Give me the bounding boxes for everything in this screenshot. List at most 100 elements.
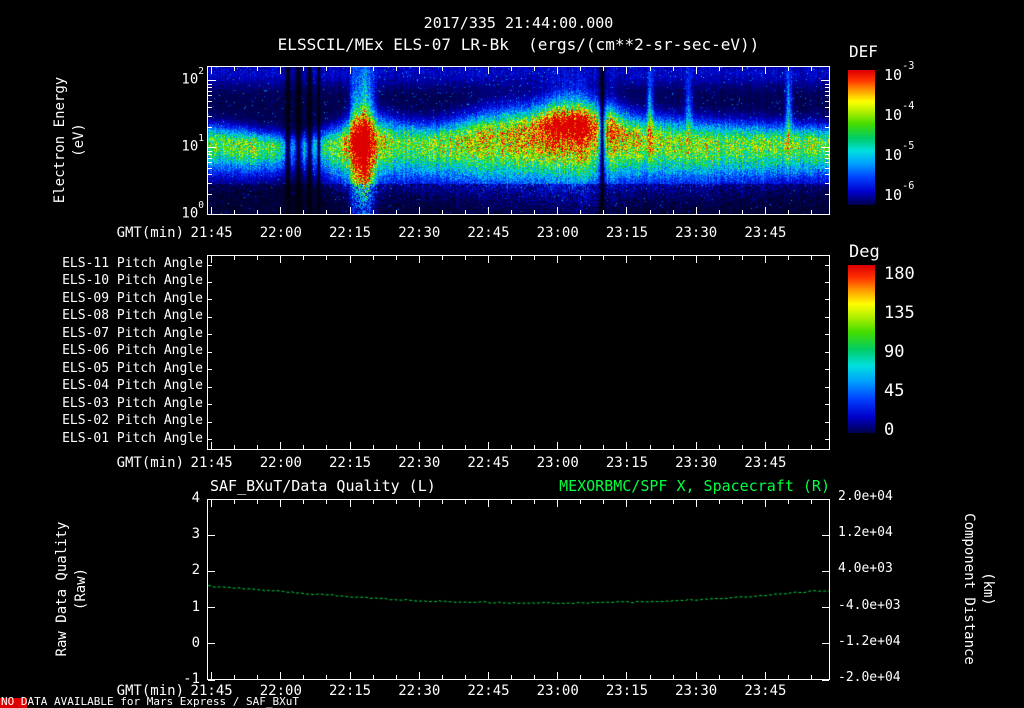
x-major-tick [626,207,628,214]
x-minor-tick [257,210,259,214]
x-major-tick [764,672,766,679]
pitch-row-tick [208,316,212,318]
x-major-tick [764,207,766,214]
def-colorbar-title: DEF [849,42,878,61]
x-major-tick [764,67,766,74]
x-minor-tick [511,500,513,504]
time-tick-label: 22:15 [328,225,372,241]
distance-tick-label: 2.0e+04 [838,489,893,504]
time-tick-label: 22:30 [398,683,441,699]
x-major-tick [211,256,213,263]
x-major-tick [349,442,351,449]
x-major-tick [695,500,697,507]
time-tick-label: 22:00 [259,455,302,471]
x-major-tick [764,442,766,449]
x-minor-tick [234,500,236,504]
x-major-tick [418,442,420,449]
pitch-row-tick [208,281,212,283]
y-axis-title-line1: Electron Energy [52,76,68,204]
x-minor-tick [511,675,513,679]
x-minor-tick [441,500,443,504]
x-major-tick [557,500,559,507]
time-tick-label: 23:15 [605,683,649,699]
x-minor-tick [326,67,328,71]
distance-line-chart [208,500,829,679]
y-axis-title-line2: (km) [980,572,996,606]
y-major-tick [208,679,215,681]
y-minor-tick [208,83,212,85]
quality-tick-label: 2 [191,562,200,579]
deg-colorbar-title: Deg [849,242,880,262]
x-minor-tick [395,67,397,71]
x-major-tick [488,256,489,263]
x-minor-tick [326,256,328,260]
x-minor-tick [395,675,397,679]
x-major-tick [557,256,559,263]
pitch-row-tick [208,421,212,423]
x-minor-tick [787,675,789,679]
x-minor-tick [811,210,813,214]
y-minor-tick [825,107,829,109]
y-minor-tick [208,95,212,97]
y-minor-tick [825,157,829,159]
x-major-tick [418,67,420,74]
x-minor-tick [441,256,443,260]
x-minor-tick [464,210,466,214]
pitch-row-tick [825,264,829,266]
x-minor-tick [395,445,397,449]
def-colorbar [848,70,875,205]
time-tick-label: 21:45 [190,225,233,241]
x-major-tick [626,256,628,263]
x-major-tick [488,442,489,449]
x-minor-tick [580,675,582,679]
y-minor-tick [208,150,212,152]
y-major-tick [208,147,216,148]
x-minor-tick [257,500,259,504]
x-minor-tick [811,256,813,260]
spectrogram-y-axis-title: Electron Energy (eV) [50,40,90,240]
y-minor-tick [825,83,829,85]
quality-y-axis-title: Raw Data Quality (Raw) [52,489,92,689]
y-minor-tick [825,90,829,92]
x-minor-tick [441,210,443,214]
main-title: ELSSCIL/MEx ELS-07 LR-Bk (ergs/(cm**2-sr… [277,35,760,54]
x-minor-tick [372,67,374,71]
x-major-tick [211,500,213,507]
x-minor-tick [603,210,605,214]
x-major-tick [764,256,766,263]
pitch-row-tick [825,299,829,301]
x-minor-tick [649,675,651,679]
time-tick-label: 22:15 [328,683,372,699]
x-minor-tick [234,675,236,679]
quality-tick-label: -1 [183,671,200,687]
x-minor-tick [580,256,582,260]
y-major-tick [208,607,215,609]
x-minor-tick [718,210,720,214]
x-minor-tick [787,256,789,260]
x-major-tick [626,67,628,74]
x-minor-tick [534,675,536,679]
y-minor-tick [208,90,212,92]
x-minor-tick [257,256,259,260]
pitch-angle-panel [207,255,830,450]
y-minor-tick [825,162,829,164]
y-minor-tick [825,95,829,97]
x-major-tick [488,672,489,679]
x-minor-tick [811,675,813,679]
gmt-axis-label: GMT(min) [116,455,184,471]
y-minor-tick [208,157,212,159]
pitch-row-label: ELS-11 Pitch Angle [62,256,203,271]
x-minor-tick [234,445,236,449]
time-tick-label: 23:30 [675,683,718,699]
y-minor-tick [208,153,212,155]
energy-tick-label: 101 [181,132,204,155]
spectrogram-panel [207,66,830,215]
x-minor-tick [234,210,236,214]
y-axis-title-line2: (Raw) [73,567,89,611]
time-tick-label: 23:45 [744,683,787,699]
x-minor-tick [303,210,305,214]
x-minor-tick [303,500,305,504]
x-minor-tick [718,256,720,260]
x-major-tick [557,672,559,679]
x-major-tick [349,207,351,214]
